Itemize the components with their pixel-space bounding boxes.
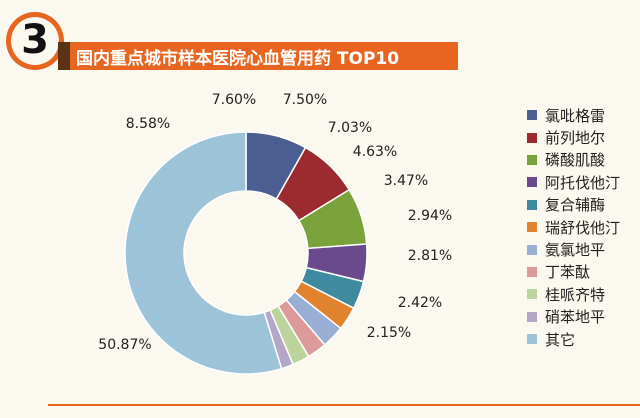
legend-label: 磷酸肌酸 (545, 151, 606, 170)
legend-swatch (527, 222, 537, 233)
legend-item: 氯吡格雷 (527, 104, 620, 126)
legend-item: 阿托伐他汀 (527, 171, 620, 193)
legend-item: 磷酸肌酸 (527, 149, 620, 171)
data-label-11: 50.87% (98, 337, 151, 353)
data-label-4: 4.63% (353, 144, 397, 160)
slice-11 (124, 131, 283, 375)
title-accent (58, 42, 70, 70)
legend-item: 硝苯地平 (527, 306, 620, 328)
legend-label: 丁苯酞 (545, 263, 591, 282)
legend-item: 桂哌齐特 (527, 283, 620, 305)
data-label-9: 2.15% (367, 325, 411, 341)
legend-label: 氯吡格雷 (545, 106, 606, 125)
legend-swatch (527, 154, 537, 165)
legend-item: 其它 (527, 328, 620, 350)
legend-item: 瑞舒伐他汀 (527, 216, 620, 238)
chart-title: 国内重点城市样本医院心血管用药 TOP10 (76, 48, 400, 69)
legend-label: 桂哌齐特 (545, 285, 606, 304)
title-bar: 国内重点城市样本医院心血管用药 TOP10 (58, 42, 458, 70)
legend-label: 阿托伐他汀 (545, 173, 621, 192)
legend-item: 前列地尔 (527, 126, 620, 148)
legend-item: 丁苯酞 (527, 261, 620, 283)
data-label-1: 7.60% (212, 92, 256, 108)
legend-swatch (527, 289, 537, 300)
data-label-7: 2.81% (408, 248, 452, 264)
data-label-6: 2.94% (408, 208, 452, 224)
section-number: 3 (21, 17, 49, 63)
data-label-10: 8.58% (126, 116, 170, 132)
data-labels: 7.60% 7.50%7.03% 4.63% 3.47% 2.94% 2.81% 2.42%… (98, 92, 452, 353)
legend-label: 其它 (545, 330, 576, 349)
badge-inner: 3 (11, 17, 59, 65)
data-label-5: 3.47% (384, 173, 428, 189)
section-badge: 3 (6, 12, 64, 70)
legend-swatch (527, 199, 537, 210)
slices (124, 131, 368, 375)
legend-item: 复合辅酶 (527, 194, 620, 216)
bottom-divider (48, 404, 640, 406)
data-label-3: 7.03% (328, 120, 372, 136)
legend-label: 瑞舒伐他汀 (545, 218, 621, 237)
legend-label: 氨氯地平 (545, 241, 606, 260)
legend-swatch (527, 132, 537, 143)
legend: 氯吡格雷前列地尔磷酸肌酸阿托伐他汀复合辅酶瑞舒伐他汀氨氯地平丁苯酞桂哌齐特硝苯地… (527, 104, 620, 350)
legend-label: 硝苯地平 (545, 308, 606, 327)
data-label-8: 2.42% (398, 295, 442, 311)
legend-swatch (527, 177, 537, 188)
legend-swatch (527, 334, 537, 345)
legend-label: 前列地尔 (545, 129, 606, 148)
legend-swatch (527, 110, 537, 121)
legend-swatch (527, 266, 537, 277)
legend-label: 复合辅酶 (545, 196, 606, 215)
legend-item: 氨氯地平 (527, 238, 620, 260)
legend-swatch (527, 244, 537, 255)
data-label-2: 7.50% (283, 92, 327, 108)
legend-swatch (527, 311, 537, 322)
